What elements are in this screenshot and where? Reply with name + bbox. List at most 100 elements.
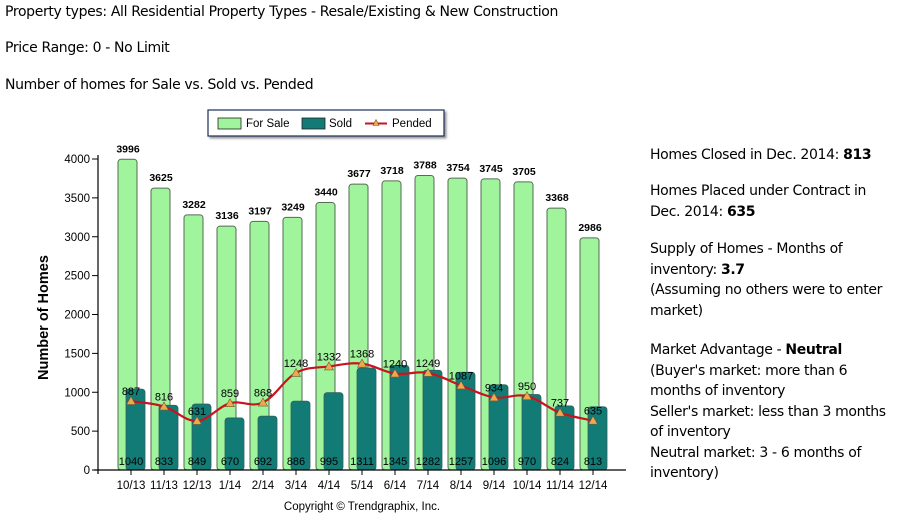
pended-marker — [191, 415, 203, 425]
sold-value-label: 886 — [287, 456, 305, 468]
pended-marker — [158, 401, 170, 411]
legend-label-sold: Sold — [329, 118, 352, 130]
pended-value-label: 1240 — [383, 359, 407, 371]
homes-chart: For Sale Sold Pended 3996 1040 3625 833 3282… — [36, 109, 626, 513]
sold-value-label: 1345 — [383, 456, 407, 468]
pended-marker — [587, 415, 599, 425]
pended-value-label: 1087 — [449, 370, 473, 382]
legend-swatch-sold — [301, 117, 326, 130]
pended-marker — [323, 361, 335, 371]
homes-closed-value: 813 — [843, 147, 872, 163]
x-tick-label: 2/14 — [252, 480, 275, 492]
pended-marker — [290, 367, 302, 377]
homes-closed-label: Homes Closed in Dec. 2014: — [650, 147, 844, 163]
x-tick-label: 9/14 — [483, 480, 506, 492]
legend-marker-pended — [372, 118, 380, 126]
y-tick-label: 2500 — [64, 271, 90, 283]
pended-value-label: 737 — [551, 398, 569, 410]
supply-label: Supply of Homes - Months of inventory: — [650, 241, 843, 278]
homes-contract-label: Homes Placed under Contract in Dec. 2014… — [650, 183, 867, 220]
x-tick-label: 4/14 — [318, 480, 341, 492]
advantage-label: Market Advantage - — [650, 342, 786, 358]
advantage-note-neutral: Neutral market: 3 - 6 months of inventor… — [650, 444, 862, 482]
for-sale-value-label: 3282 — [182, 199, 206, 211]
sold-value-label: 1040 — [119, 456, 143, 468]
for-sale-value-label: 3136 — [215, 210, 239, 222]
homes-contract-value: 635 — [726, 203, 756, 220]
sold-bar — [389, 365, 410, 471]
y-tick-label: 0 — [84, 465, 90, 477]
pended-marker — [125, 395, 137, 405]
sold-value-label: 813 — [584, 456, 602, 468]
x-tick-label: 3/14 — [285, 480, 308, 492]
sold-bar — [356, 367, 377, 471]
pended-value-label: 1368 — [350, 349, 374, 361]
pended-value-label: 934 — [485, 382, 503, 394]
pended-marker — [356, 358, 368, 368]
x-tick-label: 7/14 — [417, 480, 440, 492]
sold-value-label: 849 — [188, 456, 206, 468]
sold-value-label: 1311 — [350, 456, 374, 468]
supply-stat: Supply of Homes - Months of inventory: 3… — [650, 239, 900, 321]
legend-swatch-for-sale — [217, 117, 242, 130]
legend-label-pended: Pended — [392, 118, 432, 130]
sold-value-label: 1257 — [449, 456, 473, 468]
pended-marker — [554, 407, 566, 417]
sold-value-label: 1096 — [482, 456, 506, 468]
sold-value-label: 824 — [551, 456, 569, 468]
sold-value-label: 692 — [254, 456, 272, 468]
pended-value-label: 816 — [155, 392, 173, 404]
pended-marker — [389, 368, 401, 378]
for-sale-value-label: 3745 — [479, 163, 503, 175]
legend-label-for-sale: For Sale — [246, 118, 289, 130]
homes-contract-stat: Homes Placed under Contract in Dec. 2014… — [650, 181, 900, 222]
y-axis-title: Number of Homes — [36, 255, 52, 380]
copyright-footer: Copyright © Trendgraphix, Inc. — [284, 501, 440, 513]
pended-value-label: 635 — [584, 406, 602, 418]
for-sale-value-label: 3625 — [149, 172, 173, 184]
sold-value-label: 970 — [518, 456, 536, 468]
advantage-note-seller: Seller's market: less than 3 months of i… — [650, 403, 886, 441]
x-tick-label: 10/14 — [513, 480, 542, 492]
pended-value-label: 1249 — [416, 358, 440, 370]
x-tick-label: 12/14 — [579, 480, 608, 492]
pended-value-label: 887 — [122, 386, 140, 398]
y-tick-label: 500 — [71, 426, 90, 438]
y-tick-label: 4000 — [64, 154, 90, 166]
pended-value-label: 1332 — [317, 351, 341, 363]
for-sale-value-label: 3440 — [314, 187, 338, 199]
pended-value-label: 631 — [188, 406, 206, 418]
for-sale-value-label: 3718 — [380, 165, 404, 177]
supply-note: (Assuming no others were to enter market… — [650, 282, 883, 319]
pended-marker — [488, 392, 500, 402]
chart-heading: Number of homes for Sale vs. Sold vs. Pe… — [5, 77, 314, 93]
pended-marker — [455, 380, 467, 390]
pended-marker — [224, 398, 236, 408]
for-sale-value-label: 3788 — [413, 159, 437, 171]
x-tick-label: 12/13 — [183, 480, 212, 492]
chart-legend: For Sale Sold Pended — [207, 109, 445, 137]
pended-value-label: 868 — [254, 388, 272, 400]
pended-value-label: 859 — [221, 388, 239, 400]
sold-value-label: 833 — [155, 456, 173, 468]
for-sale-value-label: 3197 — [248, 205, 272, 217]
y-tick-label: 1000 — [64, 387, 90, 399]
x-tick-label: 5/14 — [351, 480, 374, 492]
x-tick-label: 1/14 — [219, 480, 242, 492]
pended-marker — [422, 367, 434, 377]
sold-value-label: 1282 — [416, 456, 440, 468]
y-tick-label: 3000 — [64, 232, 90, 244]
y-tick-label: 3500 — [64, 193, 90, 205]
pended-line-series — [125, 358, 599, 425]
supply-value: 3.7 — [720, 261, 745, 278]
data-labels: 3996 1040 3625 833 3282 849 3136 670 3197 692 3249… — [116, 143, 602, 468]
sold-value-label: 995 — [320, 456, 338, 468]
chart-axes: 10/13 11/13 12/13 1/14 2/14 3/14 4/14 5/14 6/14 7… — [64, 154, 626, 492]
homes-closed-stat: Homes Closed in Dec. 2014: 813 — [650, 145, 900, 166]
pended-value-label: 950 — [518, 381, 536, 393]
x-tick-label: 11/14 — [546, 480, 575, 492]
x-tick-label: 8/14 — [450, 480, 473, 492]
for-sale-value-label: 2986 — [578, 222, 602, 234]
for-sale-value-label: 3249 — [281, 201, 305, 213]
for-sale-value-label: 3368 — [545, 192, 569, 204]
